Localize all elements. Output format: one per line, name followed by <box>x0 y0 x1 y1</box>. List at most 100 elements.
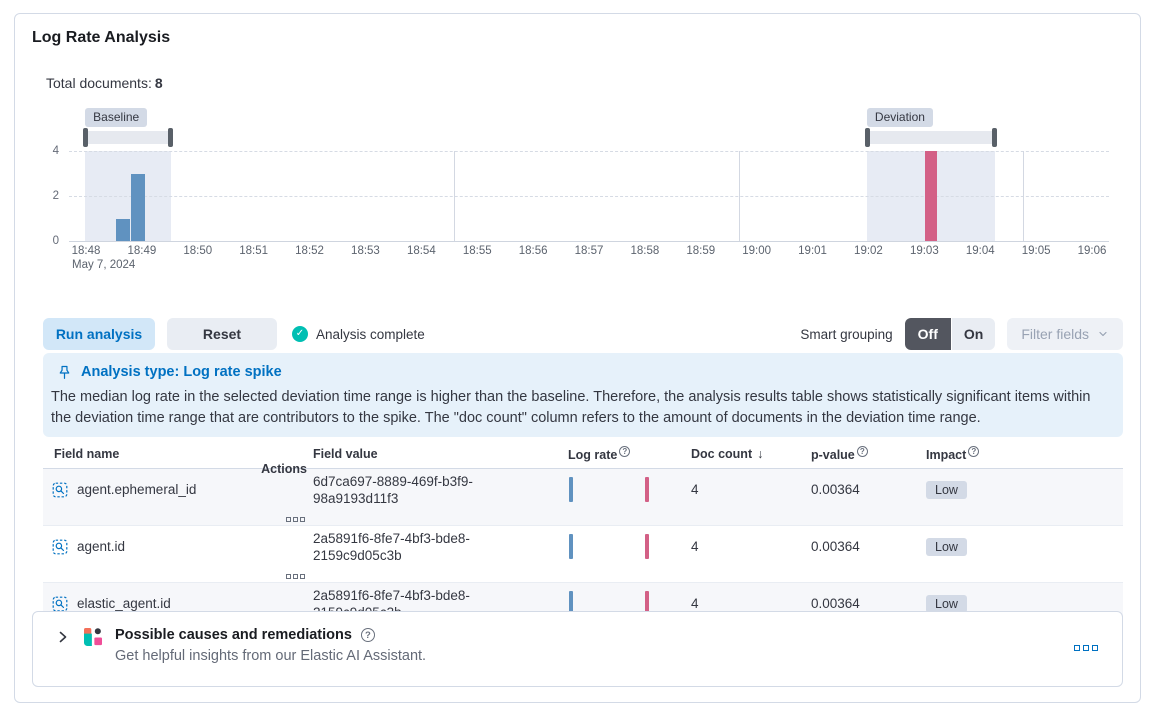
x-axis-label: 19:04 <box>965 245 995 257</box>
x-axis-label: 19:00 <box>742 245 772 257</box>
log-rate-sparkline <box>568 526 691 567</box>
p-value: 0.00364 <box>811 539 860 554</box>
p-value: 0.00364 <box>811 596 860 611</box>
field-statistics-icon[interactable] <box>52 482 68 498</box>
sort-desc-icon: ↓ <box>757 447 764 462</box>
accordion-subtitle: Get helpful insights from our Elastic AI… <box>115 648 427 664</box>
x-axis-label: 19:01 <box>798 245 827 257</box>
log-rate-sparkline <box>568 469 691 510</box>
pin-icon <box>59 365 70 379</box>
col-impact[interactable]: Impact? <box>926 446 1123 462</box>
x-axis-label: 18:51 <box>239 245 269 257</box>
deviation-brush-handle-left[interactable] <box>864 128 870 147</box>
baseline-brush-badge: Baseline <box>85 108 148 127</box>
impact-badge: Low <box>926 537 967 556</box>
controls-left: Run analysis Reset ✓ Analysis complete <box>43 318 425 350</box>
ai-assistant-accordion[interactable]: Possible causes and remediations ? Get h… <box>32 611 1123 687</box>
actions-cell <box>43 567 313 582</box>
log-rate-sparkline <box>568 583 691 624</box>
x-axis-label: 18:58 <box>630 245 660 257</box>
deviation-brush-track[interactable] <box>866 131 996 144</box>
x-axis-label: 18:59 <box>686 245 716 257</box>
chevron-down-icon <box>1099 331 1107 337</box>
deviation-brush-handle-right[interactable] <box>992 128 998 147</box>
x-axis-label: 18:54 <box>406 245 436 257</box>
y-gridline <box>69 196 1109 197</box>
page-title: Log Rate Analysis <box>32 29 171 46</box>
field-name: elastic_agent.id <box>77 596 171 611</box>
chevron-right-icon[interactable] <box>55 629 71 645</box>
y-axis-label: 4 <box>52 145 59 157</box>
x-axis-label: 18:55 <box>462 245 492 257</box>
accordion-actions-icon[interactable] <box>1074 645 1098 651</box>
toggle-off-button[interactable]: Off <box>904 318 951 350</box>
field-name: agent.ephemeral_id <box>77 482 197 497</box>
run-analysis-button[interactable]: Run analysis <box>43 318 155 350</box>
table-row[interactable]: agent.id 2a5891f6-8fe7-4bf3-bde8-2159c9d… <box>43 526 1123 583</box>
impact-cell: Low <box>926 537 1123 556</box>
x-axis-label: 18:52 <box>295 245 324 257</box>
impact-cell: Low <box>926 594 1123 613</box>
x-axis-label: 18:50 <box>183 245 213 257</box>
actions-cell <box>43 510 313 525</box>
deviation-bar <box>924 151 938 241</box>
callout-title: Analysis type: Log rate spike <box>81 364 282 380</box>
x-axis-label: 18:49 <box>127 245 157 257</box>
check-circle-icon: ✓ <box>292 326 308 342</box>
x-axis-label: 18:48 <box>71 245 101 257</box>
help-icon[interactable]: ? <box>360 628 375 642</box>
info-icon[interactable]: ? <box>856 446 868 457</box>
x-axis-line <box>69 241 1109 242</box>
col-log-rate[interactable]: Log rate? <box>568 446 691 462</box>
x-axis-label: 19:05 <box>1021 245 1051 257</box>
filter-fields-label: Filter fields <box>1021 326 1089 342</box>
field-name-cell: elastic_agent.id <box>43 596 313 612</box>
row-actions-icon[interactable] <box>286 574 305 579</box>
x-axis-label: 18:57 <box>574 245 604 257</box>
y-axis-label: 0 <box>52 235 59 247</box>
accordion-title-row: Possible causes and remediations ? <box>115 627 426 643</box>
y-axis-label: 2 <box>52 190 59 202</box>
doc-count: 4 <box>691 596 699 611</box>
total-documents-value: 8 <box>154 75 163 91</box>
x-axis-label: 19:06 <box>1077 245 1107 257</box>
col-field-name[interactable]: Field name <box>54 447 120 462</box>
row-actions-icon[interactable] <box>286 517 305 522</box>
impact-badge: Low <box>926 594 967 613</box>
field-value: 2a5891f6-8fe7-4bf3-bde8-2159c9d05c3b <box>313 530 470 563</box>
info-icon[interactable]: ? <box>968 446 980 457</box>
impact-badge: Low <box>926 480 967 499</box>
info-icon[interactable]: ? <box>619 446 631 457</box>
x-axis-date-label: May 7, 2024 <box>72 259 136 271</box>
callout-title-row: Analysis type: Log rate spike <box>57 364 1109 380</box>
callout-body: The median log rate in the selected devi… <box>51 389 1091 426</box>
x-axis-label: 18:56 <box>518 245 548 257</box>
field-statistics-icon[interactable] <box>52 596 68 612</box>
total-documents-label: Total documents: <box>46 75 152 91</box>
doc-count: 4 <box>691 482 699 497</box>
doc-count: 4 <box>691 539 699 554</box>
col-p-value[interactable]: p-value? <box>811 446 926 462</box>
elastic-ai-assistant-icon <box>84 628 102 646</box>
p-value: 0.00364 <box>811 482 860 497</box>
baseline-bar <box>115 218 130 241</box>
x-gridline <box>453 151 455 241</box>
x-axis-label: 19:02 <box>854 245 883 257</box>
field-name: agent.id <box>77 539 126 554</box>
toggle-on-button[interactable]: On <box>950 318 996 350</box>
reset-button[interactable]: Reset <box>167 318 277 350</box>
baseline-brush-track[interactable] <box>85 131 172 144</box>
total-documents: Total documents: 8 <box>46 75 163 91</box>
filter-fields-button[interactable]: Filter fields <box>1007 318 1123 350</box>
col-doc-count[interactable]: Doc count ↓ <box>691 447 764 462</box>
baseline-brush-handle-left[interactable] <box>83 128 89 147</box>
analysis-status-label: Analysis complete <box>316 326 425 342</box>
col-actions: Actions <box>261 462 307 477</box>
smart-grouping-toggle: Off On <box>904 318 996 350</box>
table-row[interactable]: agent.ephemeral_id 6d7ca697-8889-469f-b3… <box>43 469 1123 526</box>
col-field-value[interactable]: Field value <box>313 447 378 462</box>
baseline-brush-handle-right[interactable] <box>168 128 174 147</box>
y-gridline <box>69 151 1109 152</box>
deviation-mini-bar <box>645 477 649 502</box>
field-statistics-icon[interactable] <box>52 539 68 555</box>
